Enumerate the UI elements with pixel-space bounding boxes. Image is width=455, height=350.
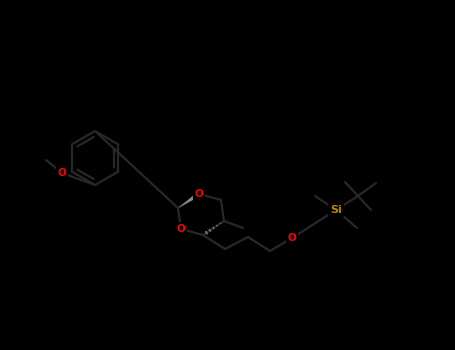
Polygon shape: [178, 192, 200, 208]
Text: O: O: [177, 224, 185, 234]
Text: Si: Si: [330, 205, 342, 215]
Text: O: O: [288, 233, 296, 243]
Text: O: O: [58, 168, 66, 178]
Text: O: O: [195, 189, 203, 199]
